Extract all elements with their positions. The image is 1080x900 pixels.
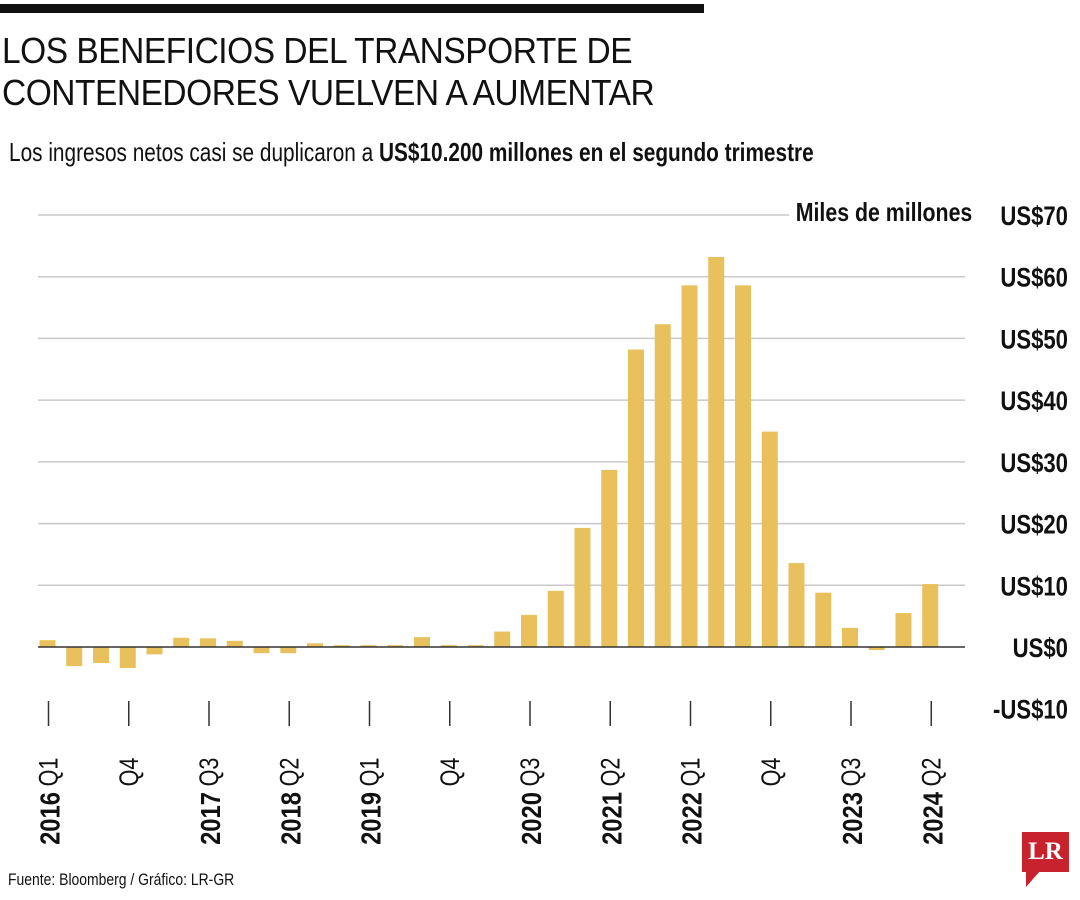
y-tick-label: US$20	[1000, 511, 1068, 541]
y-axis-labels: US$70 US$60 US$50 US$40 US$30 US$20 US$10 US$0 -…	[993, 202, 1068, 725]
title-line-1: LOS BENEFICIOS DEL TRANSPORTE DE	[2, 30, 633, 71]
bar: 2018 Q4: 0.3	[333, 645, 350, 647]
bar: 2022 Q3: 58.6	[735, 285, 751, 647]
bar: 2019 Q4: 0.3	[440, 645, 457, 647]
bar: 2021 Q1: 19.3	[574, 527, 591, 647]
y-tick-label: US$30	[1000, 449, 1068, 479]
bar: 2021 Q3: 48.2	[628, 349, 644, 647]
bar: 2021 Q2: 28.7	[601, 469, 618, 647]
subtitle-bold: US$10.200 millones en el segundo trimest…	[379, 137, 814, 167]
bar: 2023 Q3: 3.1	[842, 627, 858, 647]
source-note: Fuente: Bloomberg / Gráfico: LR-GR	[8, 870, 235, 889]
x-tick-quarter-label: Q1	[676, 758, 706, 787]
x-tick-quarter-label: Q3	[195, 758, 225, 787]
top-rule	[0, 4, 704, 13]
bar: 2024 Q2: 10.2	[922, 584, 939, 647]
x-tick-quarter-label: Q3	[516, 758, 546, 787]
x-tick-year-label: 2018	[274, 792, 306, 845]
x-tick-quarter-label: Q4	[436, 758, 466, 787]
bar: 2016 Q3: -2.6	[93, 647, 109, 664]
x-tick-quarter-label: Q4	[115, 758, 145, 787]
gridlines	[38, 214, 965, 587]
bar: 2018 Q1: -1	[253, 647, 270, 654]
chart-title: LOS BENEFICIOS DEL TRANSPORTE DE CONTENE…	[2, 30, 655, 114]
bar: 2020 Q1: 0.3	[467, 645, 484, 647]
y-tick-label: US$70	[1000, 202, 1068, 232]
x-tick-quarter-label: Q1	[34, 758, 64, 787]
y-tick-label: -US$10	[993, 696, 1068, 726]
x-tick-year-label: 2019	[355, 792, 387, 845]
bar: 2019 Q3: 1.6	[414, 637, 430, 647]
x-tick-year-label: 2024	[916, 791, 948, 844]
chart-subtitle: Los ingresos netos casi se duplicaron a …	[9, 135, 814, 169]
bar: 2024 Q1: 5.5	[895, 613, 912, 647]
x-tick-quarter-label: Q2	[275, 758, 305, 787]
y-tick-label: US$0	[1013, 634, 1068, 664]
bar: 2016 Q1: 1.1	[39, 640, 56, 647]
bar: 2022 Q1: 58.6	[681, 285, 698, 647]
bar: 2020 Q2: 2.5	[494, 631, 511, 647]
bar: 2023 Q2: 8.8	[815, 592, 832, 647]
x-tick-year-label: 2022	[676, 792, 708, 845]
bar: 2023 Q1: 13.6	[788, 563, 805, 647]
x-tick-quarter-label: Q2	[596, 758, 626, 787]
y-tick-label: US$60	[1000, 264, 1068, 294]
bar: 2017 Q3: 1.4	[200, 638, 216, 647]
bar: 2019 Q2: 0.3	[387, 645, 404, 647]
x-tick-year-label: 2020	[515, 792, 547, 845]
x-tick-year-label: 2023	[836, 792, 868, 845]
bar: 2018 Q3: 0.6	[307, 643, 323, 647]
bar: 2018 Q2: -1	[280, 647, 297, 654]
x-axis-ticks: Q1 2016 Q4 Q3 2017 Q2 2018 Q1 2019 Q4 Q3 2020 Q2 2021…	[34, 701, 949, 845]
x-tick-year-label: 2016	[34, 792, 66, 845]
bar: 2016 Q2: -3.1	[66, 647, 83, 667]
lr-logo-tail	[1026, 871, 1040, 887]
subtitle-regular: Los ingresos netos casi se duplicaron a	[9, 137, 379, 167]
x-tick-quarter-label: Q4	[757, 758, 787, 787]
bar: 2022 Q2: 63.2	[708, 256, 725, 647]
bar: 2017 Q2: 1.5	[173, 637, 190, 647]
bars: 2016 Q1: 1.1 2016 Q2: -3.1 2016 Q3: -2.6 20…	[39, 256, 939, 668]
title-line-2: CONTENEDORES VUELVEN A AUMENTAR	[2, 72, 655, 113]
x-tick-quarter-label: Q2	[917, 758, 947, 787]
bar: 2021 Q4: 52.3	[654, 324, 671, 647]
bar: 2022 Q4: 34.9	[761, 431, 778, 647]
y-tick-label: US$50	[1000, 325, 1068, 355]
bar: 2016 Q4: -3.4	[119, 647, 136, 668]
y-axis-unit-label: Miles de millones	[788, 197, 972, 228]
bar: 2017 Q4: 1	[226, 640, 243, 647]
bar: 2019 Q1: 0.3	[360, 645, 377, 647]
lr-logo: LR	[1022, 832, 1069, 872]
x-tick-year-label: 2021	[595, 792, 627, 845]
bar: 2020 Q4: 9.1	[547, 590, 564, 647]
x-tick-quarter-label: Q3	[837, 758, 867, 787]
bar: 2020 Q3: 5.2	[521, 614, 537, 647]
y-tick-label: US$40	[1000, 387, 1068, 417]
x-tick-year-label: 2017	[194, 792, 226, 845]
bar: 2023 Q4: -0.5	[868, 647, 885, 651]
bar: 2017 Q1: -1.2	[146, 647, 163, 655]
y-tick-label: US$10	[1000, 572, 1068, 602]
x-tick-quarter-label: Q1	[355, 758, 385, 787]
